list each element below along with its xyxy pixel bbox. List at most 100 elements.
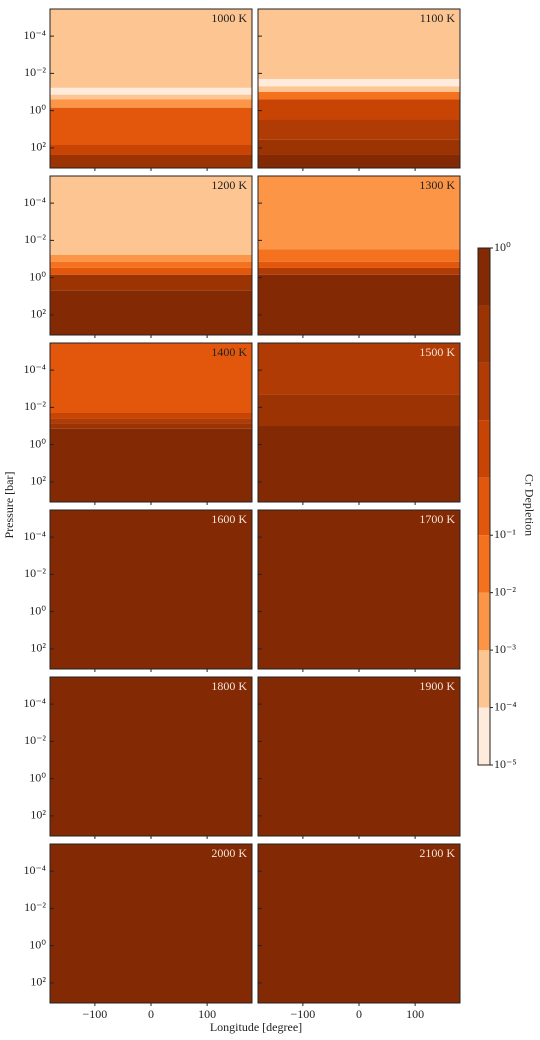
y-tick-label: 10⁰ <box>29 102 46 116</box>
contour-band <box>50 145 252 155</box>
contour-band <box>50 176 252 255</box>
y-tick-label: 10⁻² <box>24 900 46 914</box>
contour-band <box>258 267 460 275</box>
contour-band <box>258 844 460 1003</box>
y-tick-label: 10² <box>30 140 46 154</box>
panel-title: 2000 K <box>211 846 247 860</box>
panel-title: 1100 K <box>420 11 456 25</box>
contour-band <box>258 394 460 427</box>
contour-band <box>50 99 252 108</box>
x-tick-label: −100 <box>82 1007 107 1021</box>
panel-title: 1200 K <box>211 178 247 192</box>
contour-band <box>50 107 252 146</box>
contour-band <box>258 78 460 87</box>
contour-band <box>50 844 252 1003</box>
contour-band <box>258 86 460 93</box>
panel-title: 1800 K <box>211 679 247 693</box>
y-axis-label: Pressure [bar] <box>2 472 16 539</box>
colorbar-frame <box>477 247 491 766</box>
contour-band <box>258 426 460 502</box>
y-tick-label: 10⁻⁴ <box>23 529 46 543</box>
y-tick-label: 10⁻⁴ <box>23 696 46 710</box>
contour-band <box>50 423 252 429</box>
y-tick-label: 10⁻² <box>24 733 46 747</box>
y-tick-label: 10⁻² <box>24 399 46 413</box>
y-tick-label: 10² <box>30 307 46 321</box>
colorbar-segment <box>478 707 490 765</box>
x-tick-label: 0 <box>148 1007 154 1021</box>
colorbar-label: Cr Depletion <box>522 474 536 536</box>
contour-band <box>258 139 460 155</box>
contour-band <box>50 274 252 291</box>
colorbar-tick-label: 10⁻⁴ <box>494 699 517 713</box>
y-tick-label: 10⁰ <box>29 603 46 617</box>
colorbar-segment <box>478 305 490 363</box>
colorbar-segment <box>478 535 490 593</box>
colorbar-segment <box>478 592 490 651</box>
colorbar-tick-label: 10⁻² <box>494 584 516 598</box>
contour-band <box>50 510 252 669</box>
y-tick-label: 10⁻² <box>24 65 46 79</box>
colorbar-tick-label: 10⁻⁵ <box>494 757 517 771</box>
contour-band <box>50 428 252 502</box>
y-tick-label: 10⁻⁴ <box>23 28 46 42</box>
y-tick-label: 10⁰ <box>29 770 46 784</box>
panel-title: 1400 K <box>211 345 247 359</box>
panel-title: 1600 K <box>211 512 247 526</box>
contour-band <box>50 154 252 168</box>
contour-band <box>258 119 460 140</box>
x-tick-label: 0 <box>356 1007 362 1021</box>
colorbar-segment <box>478 477 490 536</box>
colorbar-tick-label: 10⁻³ <box>494 642 516 656</box>
contour-band <box>50 343 252 413</box>
contour-band <box>258 261 460 268</box>
y-tick-label: 10² <box>30 641 46 655</box>
contour-band <box>258 99 460 120</box>
y-tick-label: 10⁻⁴ <box>23 195 46 209</box>
contour-band <box>50 267 252 275</box>
colorbar-segment <box>478 248 490 306</box>
contour-band <box>50 9 252 88</box>
y-tick-label: 10⁰ <box>29 436 46 450</box>
y-tick-label: 10⁻² <box>24 566 46 580</box>
y-tick-label: 10² <box>30 975 46 989</box>
contour-band <box>50 418 252 424</box>
y-tick-label: 10⁻⁴ <box>23 362 46 376</box>
panel-title: 1900 K <box>419 679 455 693</box>
y-tick-label: 10² <box>30 474 46 488</box>
y-tick-label: 10⁰ <box>29 269 46 283</box>
contour-band <box>50 412 252 419</box>
y-tick-label: 10⁰ <box>29 937 46 951</box>
contour-band <box>258 677 460 836</box>
contour-band <box>50 677 252 836</box>
y-tick-label: 10⁻⁴ <box>23 863 46 877</box>
panel-title: 1000 K <box>211 11 247 25</box>
contour-band <box>50 87 252 95</box>
colorbar-segment <box>478 362 490 421</box>
panel-title: 2100 K <box>419 846 455 860</box>
y-tick-label: 10⁻² <box>24 232 46 246</box>
y-tick-label: 10² <box>30 808 46 822</box>
x-tick-label: 100 <box>406 1007 424 1021</box>
contour-band <box>50 94 252 100</box>
panel-title: 1300 K <box>419 178 455 192</box>
contour-band <box>50 261 252 268</box>
colorbar-tick-label: 10⁻¹ <box>494 527 516 541</box>
x-tick-label: −100 <box>290 1007 315 1021</box>
contour-band <box>258 9 460 79</box>
contour-band <box>50 254 252 262</box>
colorbar-tick-label: 10⁰ <box>494 240 511 254</box>
contour-band <box>258 249 460 262</box>
contour-band <box>50 290 252 335</box>
x-axis-label: Longitude [degree] <box>210 1020 302 1034</box>
contour-band <box>258 343 460 395</box>
contour-band <box>258 510 460 669</box>
contour-band <box>258 274 460 335</box>
contour-band <box>258 92 460 100</box>
panel-title: 1700 K <box>419 512 455 526</box>
contour-band <box>258 176 460 250</box>
contour-band <box>258 154 460 168</box>
colorbar-segment <box>478 420 490 478</box>
colorbar-segment <box>478 650 490 708</box>
